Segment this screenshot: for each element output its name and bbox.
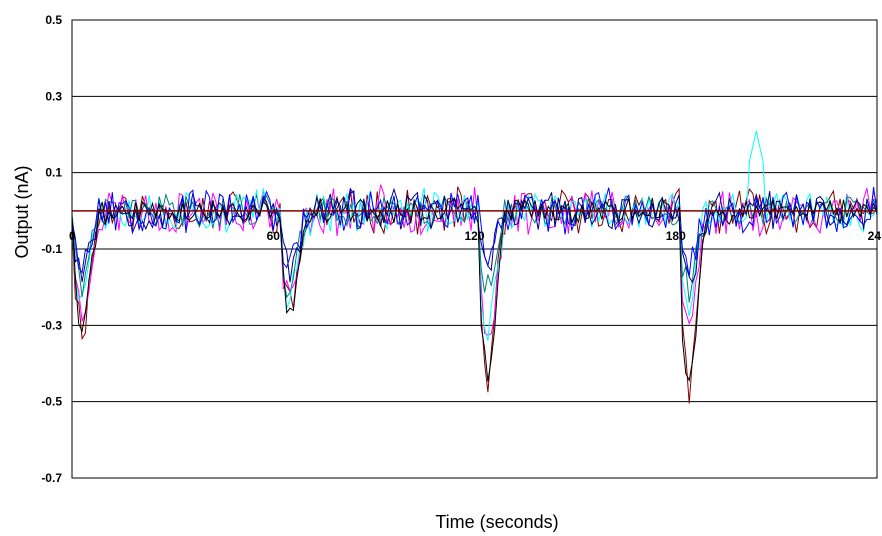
x-tick-label: 24: [868, 229, 882, 243]
x-tick-label: 60: [267, 229, 281, 243]
x-axis-title: Time (seconds): [435, 512, 558, 532]
x-tick-label: 0: [69, 229, 76, 243]
x-axis-ticks: 0 60 120 180 24: [69, 229, 881, 243]
series-line-5: [71, 186, 878, 277]
series-group: [71, 130, 878, 404]
y-tick-label: 0.3: [45, 89, 62, 103]
y-tick-label: -0.7: [41, 471, 62, 485]
y-axis-ticks: 0.5 0.3 0.1 -0.1 -0.3 -0.5 -0.7: [41, 13, 62, 485]
x-tick-label: 120: [464, 229, 484, 243]
y-tick-label: 0.5: [45, 13, 62, 27]
y-tick-label: -0.3: [41, 318, 62, 332]
y-axis-title: Output (nA): [12, 165, 32, 258]
series-line-4: [71, 187, 878, 284]
x-tick-label: 180: [666, 229, 686, 243]
plot-area-border: [71, 19, 878, 479]
y-tick-label: 0.1: [45, 166, 62, 180]
y-tick-label: -0.5: [41, 395, 62, 409]
series-line-6: [71, 195, 878, 383]
y-tick-label: -0.1: [41, 242, 62, 256]
